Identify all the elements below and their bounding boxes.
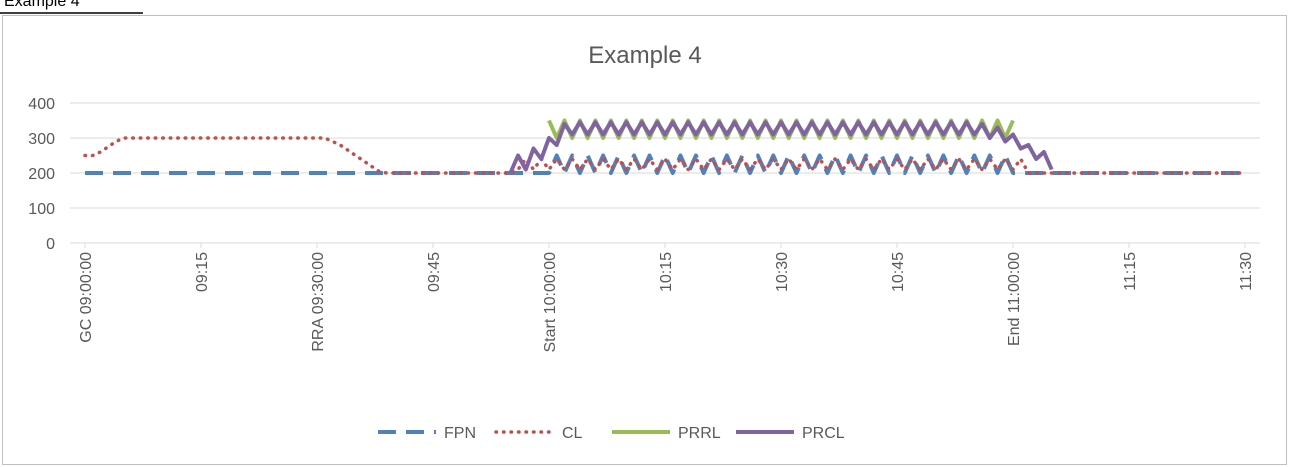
x-tick-label: 10:30 bbox=[774, 252, 791, 292]
chart-title: Example 4 bbox=[588, 42, 701, 69]
series-line bbox=[508, 120, 1054, 174]
legend-label: PRCL bbox=[802, 425, 845, 442]
legend-label: FPN bbox=[444, 425, 476, 442]
x-tick-label: 11:15 bbox=[1122, 252, 1139, 291]
y-tick-label: 300 bbox=[28, 131, 55, 148]
legend-label: CL bbox=[562, 425, 583, 442]
heading: Example 4 bbox=[4, 0, 80, 10]
y-tick-label: 0 bbox=[46, 236, 55, 253]
x-tick-label: RRA 09:30:00 bbox=[310, 252, 327, 352]
x-tick-label: GC 09:00:00 bbox=[78, 252, 95, 343]
legend-label: PRRL bbox=[678, 425, 721, 442]
x-tick-label: 11:30 bbox=[1238, 252, 1255, 291]
x-tick-label: 10:15 bbox=[658, 252, 675, 292]
y-tick-label: 100 bbox=[28, 201, 55, 218]
x-tick-label: 09:15 bbox=[194, 252, 211, 292]
series-line bbox=[83, 136, 1247, 175]
y-tick-label: 400 bbox=[28, 96, 55, 113]
x-tick-label: 09:45 bbox=[426, 252, 443, 292]
x-tick-label: 10:45 bbox=[890, 252, 907, 292]
chart-border bbox=[2, 15, 1287, 465]
x-tick-label: End 11:00:00 bbox=[1006, 252, 1023, 346]
y-tick-label: 200 bbox=[28, 166, 55, 183]
x-tick-label: Start 10:00:00 bbox=[542, 252, 559, 353]
